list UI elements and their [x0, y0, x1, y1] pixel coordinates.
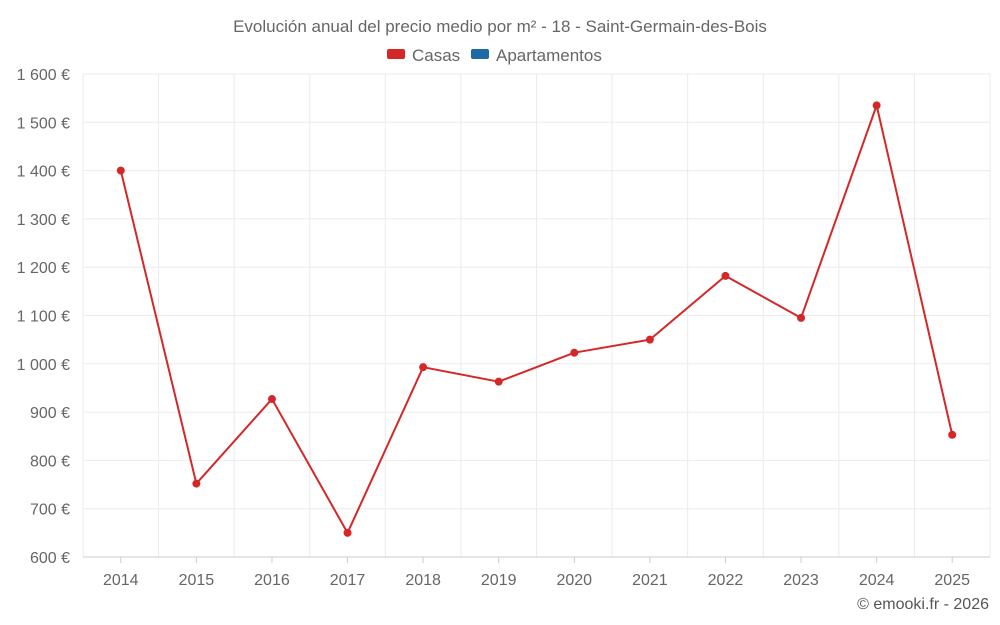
data-point[interactable]	[116, 166, 125, 175]
x-tick-label: 2019	[481, 572, 517, 589]
series-layer	[116, 101, 957, 537]
data-point[interactable]	[645, 335, 654, 344]
data-point[interactable]	[948, 430, 957, 439]
credit-text: © emooki.fr - 2026	[857, 596, 989, 613]
legend-label-apartamentos[interactable]: Apartamentos	[496, 46, 602, 65]
x-tick-label: 2017	[330, 572, 366, 589]
x-axis-ticks: 2014 2015 2016 2017 2018 2019 2020 2021 2022 2023…	[103, 557, 970, 589]
series-line-casas	[119, 104, 954, 534]
y-tick-label: 800 €	[30, 453, 70, 470]
y-tick-label: 1 000 €	[17, 357, 70, 374]
data-point[interactable]	[419, 363, 428, 372]
data-point[interactable]	[267, 395, 276, 404]
data-point[interactable]	[570, 348, 579, 357]
y-tick-label: 1 200 €	[17, 260, 70, 277]
x-tick-label: 2016	[254, 572, 290, 589]
legend-label-casas[interactable]: Casas	[412, 46, 460, 65]
y-tick-label: 700 €	[30, 502, 70, 519]
x-tick-label: 2018	[405, 572, 441, 589]
data-point[interactable]	[494, 377, 503, 386]
x-tick-label: 2025	[934, 572, 970, 589]
legend[interactable]: Casas Apartamentos	[387, 46, 602, 65]
x-tick-label: 2023	[783, 572, 819, 589]
y-axis-ticks: 600 € 700 € 800 € 900 € 1 000 € 1 100 € 1 200 …	[17, 67, 70, 567]
y-tick-label: 1 400 €	[17, 164, 70, 181]
x-gridlines	[82, 74, 991, 557]
data-point[interactable]	[797, 313, 806, 322]
x-tick-label: 2024	[859, 572, 895, 589]
y-tick-label: 900 €	[30, 405, 70, 422]
x-tick-label: 2015	[179, 572, 215, 589]
y-tick-label: 1 300 €	[17, 212, 70, 229]
chart-title: Evolución anual del precio medio por m² …	[233, 17, 767, 36]
y-tick-label: 1 500 €	[17, 115, 70, 132]
data-point[interactable]	[192, 479, 201, 488]
y-tick-label: 1 600 €	[17, 67, 70, 84]
data-point[interactable]	[343, 528, 352, 537]
x-tick-label: 2022	[708, 572, 744, 589]
legend-swatch-casas[interactable]	[387, 49, 405, 59]
x-tick-label: 2021	[632, 572, 668, 589]
legend-swatch-apartamentos[interactable]	[471, 49, 489, 59]
data-point[interactable]	[721, 271, 730, 280]
x-tick-label: 2014	[103, 572, 139, 589]
y-tick-label: 1 100 €	[17, 309, 70, 326]
x-tick-label: 2020	[556, 572, 592, 589]
y-tick-label: 600 €	[30, 550, 70, 567]
data-point[interactable]	[872, 101, 881, 110]
